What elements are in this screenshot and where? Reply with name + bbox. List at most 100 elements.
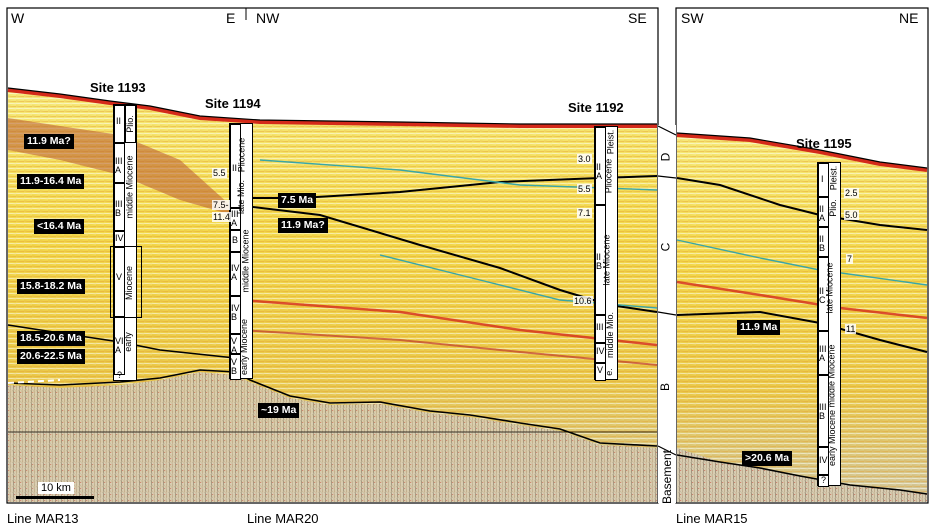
direction-se: SE (628, 10, 647, 26)
right-seismic-stripes (677, 135, 927, 502)
age-1194-11-9q: 11.9 Ma? (278, 218, 328, 233)
line-mar20: Line MAR20 (247, 511, 319, 526)
site-1192-label: Site 1192 (568, 100, 624, 115)
age-1193-11-9-16-4: 11.9-16.4 Ma (17, 174, 85, 189)
site-1193-box-v (110, 246, 142, 318)
unit-1195-iiib: III B (819, 402, 827, 421)
unit-1192-v: V (597, 365, 604, 375)
unit-1195-iv: IV (819, 455, 828, 465)
unit-1194-vb: V B (231, 357, 238, 376)
epoch-1193-plio: Plio. (124, 115, 135, 133)
epoch-1192-late: late Miocene (601, 234, 612, 286)
unit-1194-b: B (232, 235, 239, 245)
unit-1192-iib: II B (596, 252, 603, 271)
site-1194-column: II III A B IV A IV B V A V B Pliocene la… (229, 123, 253, 380)
epoch-1195-plio: Plio. (827, 199, 838, 217)
unit-1192-iii: III (596, 322, 604, 332)
age-1195-gt20-6: >20.6 Ma (742, 451, 793, 466)
site-1195-column: I II A II B II C III A III B IV ? Pleist… (817, 162, 841, 487)
epoch-1195-pleist: Pleist. (828, 165, 839, 191)
unit-1193-via: VI A (115, 336, 124, 355)
sequence-d: D (658, 152, 673, 162)
unit-1194-va: V A (231, 336, 238, 355)
right-teal (676, 239, 928, 286)
epoch-1195-middle: middle Miocene (826, 344, 837, 408)
unit-1193-v: V (116, 272, 123, 282)
site-1193-label: Site 1193 (90, 80, 146, 95)
unit-1192-iia: II A (596, 162, 603, 181)
age-1193-lt16-4: <16.4 Ma (34, 219, 85, 234)
site-1192-column: II A II B III IV V Pleist. Pliocene late… (594, 126, 618, 381)
epoch-1194-middle: middle Miocene (240, 229, 251, 293)
age-1194-19: ~19 Ma (258, 403, 300, 418)
num-1194-5-5: 5.5 (212, 168, 227, 178)
horizon-dashed (7, 379, 61, 384)
unit-1193-iiia: III A (115, 156, 123, 175)
direction-nw: NW (256, 10, 280, 26)
num-1192-5-5: 5.5 (577, 184, 592, 194)
sequence-ticks (657, 125, 677, 456)
epoch-1192-e: e. (603, 368, 614, 376)
direction-w: W (11, 10, 25, 26)
num-1194-7-5: 7.5- (212, 200, 230, 210)
num-1192-10-6: 10.6 (573, 296, 593, 306)
site-1193-column: II III A III B IV V VI A ? Plio. middle … (113, 104, 137, 381)
unit-1195-iia: II A (819, 204, 826, 223)
age-1193-20-6-22-5: 20.6-22.5 Ma (17, 349, 85, 364)
direction-ne: NE (899, 10, 919, 26)
sequence-c: C (658, 242, 673, 252)
epoch-1195-late: late Miocene (824, 262, 835, 314)
epoch-1194-late: late Mio. (236, 179, 247, 215)
line-mar15: Line MAR15 (676, 511, 748, 526)
site-1195-label: Site 1195 (796, 136, 852, 151)
line-mar13: Line MAR13 (7, 511, 79, 526)
epoch-1192-pleist: Pleist. (605, 129, 616, 155)
red-bands (239, 298, 658, 347)
sequence-b: B (658, 382, 673, 392)
unit-1193-iiib: III B (115, 199, 123, 218)
unit-1192-iv: IV (596, 346, 605, 356)
unit-1195-q: ? (821, 475, 827, 485)
num-1194-11-4: 11.4 (212, 212, 231, 222)
unit-1194-ii: II (232, 163, 238, 173)
num-1192-7-1: 7.1 (577, 208, 592, 218)
epoch-1192-middle: middle Mio. (605, 311, 616, 359)
sequence-basement: Basement (660, 449, 675, 505)
unit-1194-ivb: IV B (231, 303, 240, 322)
num-1195-11: 11 (845, 324, 857, 334)
unit-1193-iv: IV (115, 233, 124, 243)
age-1195-11-9: 11.9 Ma (737, 320, 781, 335)
site-1194-label: Site 1194 (205, 96, 261, 111)
age-1194-7-5: 7.5 Ma (278, 193, 317, 208)
right-horizon-b (676, 454, 928, 495)
right-red (676, 280, 928, 320)
scale-bar (16, 496, 94, 499)
horizon-b (7, 369, 658, 447)
right-basement (677, 448, 927, 502)
epoch-1192-pliocene: Pliocene (603, 158, 614, 194)
direction-sw: SW (681, 10, 704, 26)
right-horizon-d (676, 177, 928, 231)
epoch-1194-pliocene: Pliocene (236, 137, 247, 173)
direction-e: E (226, 10, 236, 26)
age-1193-11-9q: 11.9 Ma? (24, 134, 74, 149)
num-1195-5-0: 5.0 (844, 210, 859, 220)
right-seafloor (676, 133, 928, 172)
unit-1195-iic: II C (819, 286, 826, 305)
unit-1195-i: I (821, 174, 824, 184)
num-1195-2-5: 2.5 (844, 188, 859, 198)
left-basement (8, 372, 657, 502)
num-1192-3-0: 3.0 (577, 154, 592, 164)
epoch-1193-middle: middle Miocene (124, 155, 135, 219)
unit-1195-iiia: III A (819, 344, 827, 363)
left-seafloor (7, 88, 657, 128)
unit-1194-iiia: III A (231, 209, 239, 228)
age-1193-15-8-18-2: 15.8-18.2 Ma (17, 279, 85, 294)
epoch-1193-early: early (122, 332, 133, 352)
unit-1194-iva: IV A (231, 263, 240, 282)
unit-1195-iib: II B (819, 234, 826, 253)
epoch-1194-early: early Miocene (239, 318, 250, 376)
scale-label: 10 km (38, 482, 74, 494)
epoch-1195-early: early Miocene (827, 409, 838, 467)
